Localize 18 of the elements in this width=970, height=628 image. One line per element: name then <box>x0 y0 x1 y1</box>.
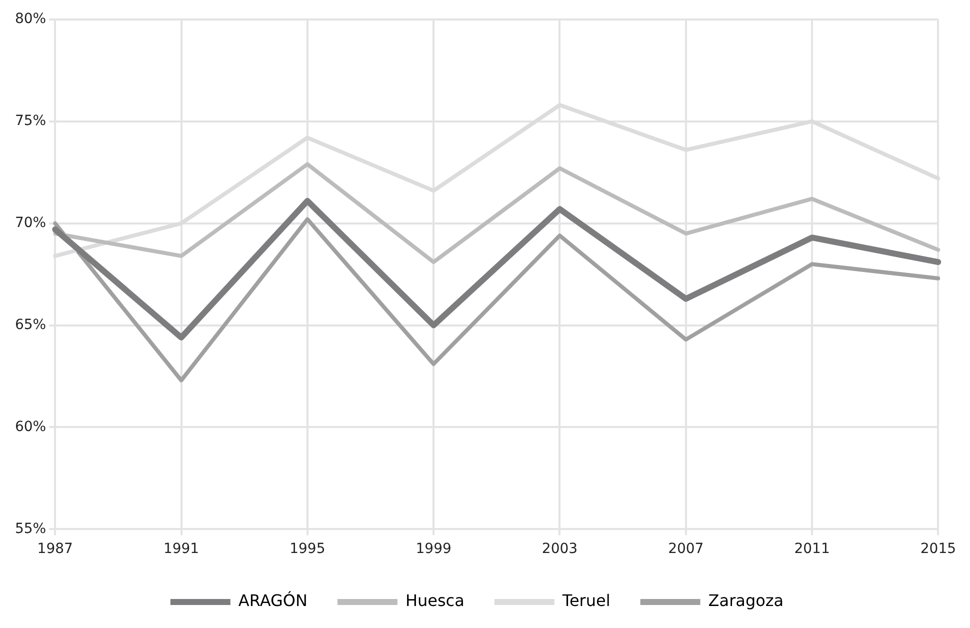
x-tick-label: 2003 <box>542 541 578 558</box>
y-tick-label: 75% <box>14 113 46 129</box>
y-tick-label: 55% <box>14 520 46 537</box>
legend-label: ARAGÓN <box>238 591 308 610</box>
x-tick-label: 1999 <box>416 541 452 558</box>
y-tick-label: 65% <box>14 316 46 333</box>
x-tick-label: 2011 <box>794 541 830 558</box>
x-tick-label: 2007 <box>668 541 704 558</box>
x-tick-label: 1995 <box>290 541 326 558</box>
y-tick-label: 80% <box>14 11 46 28</box>
x-tick-label: 1987 <box>37 541 73 558</box>
y-tick-label: 60% <box>14 418 46 435</box>
x-tick-label: 1991 <box>163 541 200 558</box>
legend-label: Zaragoza <box>708 591 784 610</box>
legend-label: Huesca <box>405 591 464 610</box>
x-tick-label: 2015 <box>920 541 956 558</box>
y-tick-label: 70% <box>14 214 46 231</box>
legend-label: Teruel <box>561 591 610 610</box>
